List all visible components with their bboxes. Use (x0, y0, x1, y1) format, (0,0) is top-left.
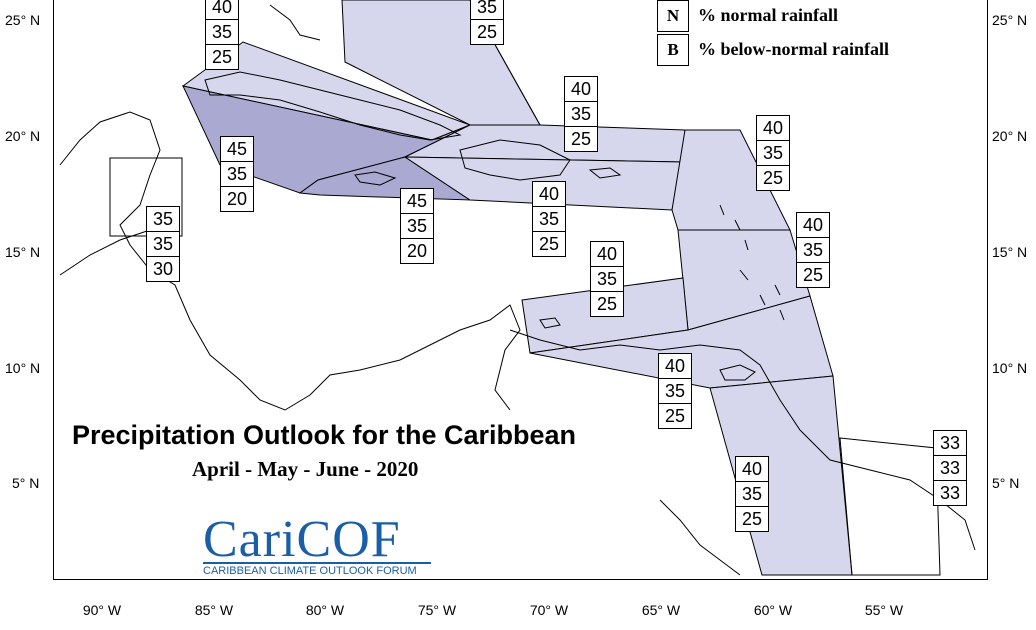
map-frame (53, 0, 988, 580)
forecast-box: 40 35 25 (796, 212, 830, 288)
forecast-box: 35 35 30 (146, 206, 180, 282)
forecast-box: 40 35 25 (590, 241, 624, 317)
forecast-value: 33 (934, 480, 966, 505)
lat-label-right: 10° N (992, 360, 1028, 376)
forecast-value: 35 (659, 378, 691, 403)
forecast-value: 40 (570, 79, 592, 99)
region-suriname (839, 437, 941, 576)
forecast-value: 35 (757, 140, 789, 165)
lat-label-left: 20° N (5, 128, 41, 144)
forecast-value: 40 (762, 118, 784, 138)
legend-key-normal: N (657, 0, 689, 32)
lat-label-left: 25° N (5, 12, 41, 28)
forecast-value: 35 (736, 481, 768, 506)
forecast-value: 35 (401, 213, 433, 238)
lon-label: 90° W (82, 602, 122, 618)
forecast-box: 45 35 20 (400, 188, 434, 264)
legend-key-below: B (657, 34, 689, 66)
lon-label: 55° W (864, 602, 904, 618)
forecast-value: 25 (591, 291, 623, 316)
forecast-box: 33 33 33 (933, 430, 967, 506)
forecast-value: 25 (533, 231, 565, 256)
caricof-logo-subtitle: CARIBBEAN CLIMATE OUTLOOK FORUM (203, 565, 417, 577)
forecast-value: 40 (596, 244, 618, 264)
lat-label-left: 10° N (5, 360, 41, 376)
forecast-box: 35 25 (470, 0, 504, 45)
forecast-value: 25 (797, 262, 829, 287)
forecast-value: 25 (659, 403, 691, 428)
forecast-value: 35 (565, 101, 597, 126)
forecast-value: 35 (476, 0, 498, 17)
lat-label-left: 15° N (5, 244, 41, 260)
forecast-box: 40 35 25 (756, 115, 790, 191)
forecast-value: 25 (757, 165, 789, 190)
lat-label-right: 25° N (992, 12, 1028, 28)
forecast-value: 35 (797, 237, 829, 262)
forecast-value: 33 (939, 433, 961, 453)
forecast-box: 40 35 25 (532, 181, 566, 257)
map-subtitle: April - May - June - 2020 (192, 457, 419, 481)
forecast-value: 30 (147, 256, 179, 281)
forecast-value: 25 (206, 44, 238, 69)
region-belize (109, 157, 183, 237)
caricof-logo: CariCOF (203, 511, 401, 568)
map-title: Precipitation Outlook for the Caribbean (72, 420, 577, 450)
forecast-value: 40 (664, 356, 686, 376)
lat-label-right: 5° N (992, 475, 1020, 491)
forecast-value: 35 (591, 266, 623, 291)
forecast-value: 35 (147, 231, 179, 256)
forecast-box: 40 35 25 (658, 353, 692, 429)
forecast-value: 40 (741, 459, 763, 479)
forecast-value: 40 (211, 0, 233, 17)
forecast-value: 45 (406, 191, 428, 211)
lon-label: 70° W (529, 602, 569, 618)
forecast-box: 45 35 20 (220, 136, 254, 212)
logo-underline (203, 562, 431, 564)
forecast-value: 33 (934, 455, 966, 480)
legend-text-normal: % normal rainfall (698, 5, 838, 25)
forecast-value: 20 (401, 238, 433, 263)
forecast-value: 40 (802, 215, 824, 235)
lat-label-right: 20° N (992, 128, 1028, 144)
lat-label-right: 15° N (992, 244, 1028, 260)
lon-label: 75° W (417, 602, 457, 618)
forecast-box: 40 35 25 (564, 76, 598, 152)
coastlines (59, 4, 976, 576)
lon-label: 60° W (753, 602, 793, 618)
forecast-value: 40 (538, 184, 560, 204)
legend-text-below: % below-normal rainfall (698, 39, 889, 59)
lon-label: 65° W (641, 602, 681, 618)
lon-label: 85° W (194, 602, 234, 618)
lat-label-left: 5° N (12, 475, 40, 491)
forecast-box: 40 35 25 (735, 456, 769, 532)
forecast-value: 35 (206, 19, 238, 44)
forecast-box: 40 35 25 (205, 0, 239, 70)
lon-label: 80° W (305, 602, 345, 618)
forecast-value: 35 (221, 161, 253, 186)
forecast-value: 35 (533, 206, 565, 231)
forecast-value: 25 (736, 506, 768, 531)
forecast-value: 35 (152, 209, 174, 229)
forecast-value: 45 (226, 139, 248, 159)
forecast-value: 25 (565, 126, 597, 151)
forecast-value: 20 (221, 186, 253, 211)
forecast-value: 25 (471, 19, 503, 44)
